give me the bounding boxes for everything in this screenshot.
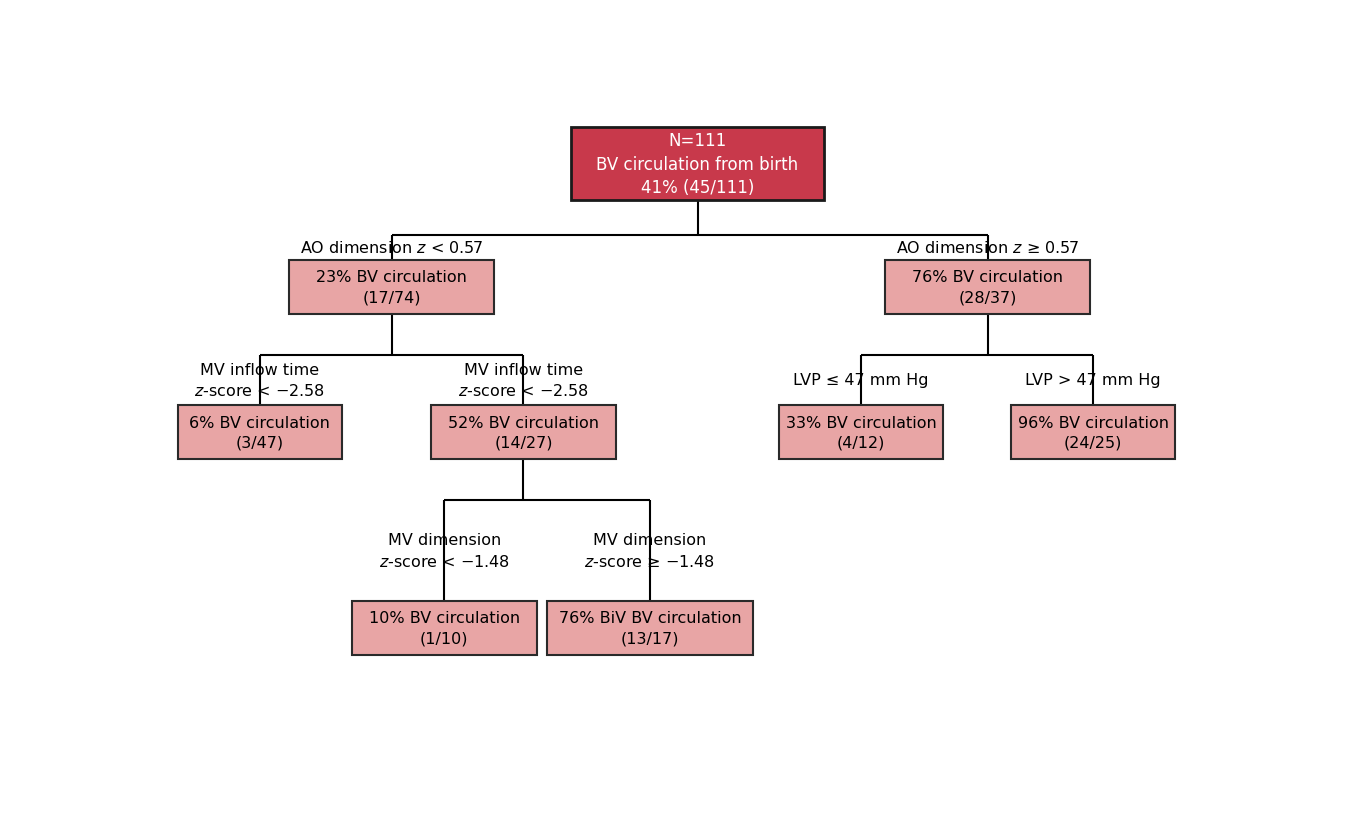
Text: MV dimension
$z$-score ≥ −1.48: MV dimension $z$-score ≥ −1.48 xyxy=(584,532,716,569)
Text: MV inflow time
$z$-score < −2.58: MV inflow time $z$-score < −2.58 xyxy=(195,363,325,399)
FancyBboxPatch shape xyxy=(1011,405,1175,459)
FancyBboxPatch shape xyxy=(289,260,494,314)
FancyBboxPatch shape xyxy=(352,601,536,655)
Text: AO dimension $z$ < 0.57: AO dimension $z$ < 0.57 xyxy=(299,240,483,256)
Text: LVP ≤ 47 mm Hg: LVP ≤ 47 mm Hg xyxy=(793,373,928,388)
Text: AO dimension $z$ ≥ 0.57: AO dimension $z$ ≥ 0.57 xyxy=(896,240,1079,256)
FancyBboxPatch shape xyxy=(572,129,823,201)
Text: 33% BV circulation
(4/12): 33% BV circulation (4/12) xyxy=(785,415,936,450)
Text: MV inflow time
$z$-score < −2.58: MV inflow time $z$-score < −2.58 xyxy=(457,363,589,399)
Text: LVP > 47 mm Hg: LVP > 47 mm Hg xyxy=(1025,373,1161,388)
FancyBboxPatch shape xyxy=(431,405,615,459)
Text: N=111
BV circulation from birth
41% (45/111): N=111 BV circulation from birth 41% (45/… xyxy=(596,132,799,197)
Text: 6% BV circulation
(3/47): 6% BV circulation (3/47) xyxy=(189,415,331,450)
FancyBboxPatch shape xyxy=(547,601,753,655)
Text: 76% BiV BV circulation
(13/17): 76% BiV BV circulation (13/17) xyxy=(559,611,742,645)
FancyBboxPatch shape xyxy=(780,405,943,459)
Text: 10% BV circulation
(1/10): 10% BV circulation (1/10) xyxy=(369,611,520,645)
Text: 96% BV circulation
(24/25): 96% BV circulation (24/25) xyxy=(1018,415,1169,450)
FancyBboxPatch shape xyxy=(178,405,342,459)
Text: 76% BV circulation
(28/37): 76% BV circulation (28/37) xyxy=(912,270,1063,305)
FancyBboxPatch shape xyxy=(885,260,1090,314)
Text: 52% BV circulation
(14/27): 52% BV circulation (14/27) xyxy=(448,415,599,450)
Text: 23% BV circulation
(17/74): 23% BV circulation (17/74) xyxy=(316,270,467,305)
Text: MV dimension
$z$-score < −1.48: MV dimension $z$-score < −1.48 xyxy=(378,532,510,569)
